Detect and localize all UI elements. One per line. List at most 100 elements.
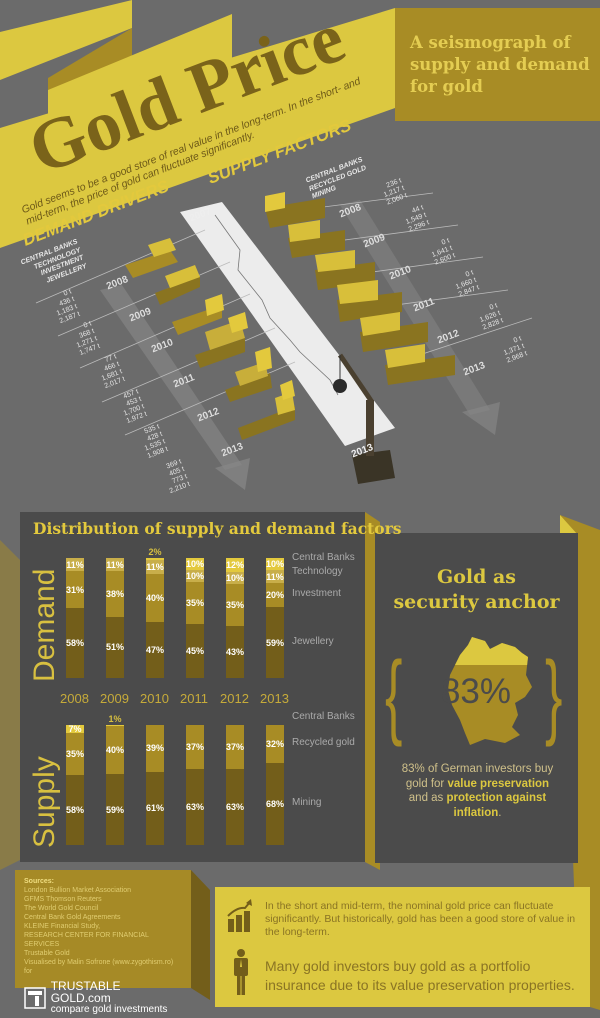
right-brace-icon: }	[545, 642, 563, 748]
anchor-title-line1: Gold as	[436, 566, 517, 588]
data-label: 31%	[66, 584, 85, 595]
demand-bar-2013: 59% 20% 11% 10%	[266, 558, 284, 678]
info-box: In the short and mid-term, the nominal g…	[215, 887, 590, 1007]
year-tick-label: 2011	[180, 691, 208, 706]
bar-segment-mining: 58%	[66, 775, 84, 845]
anchor-title-line2: security anchor	[393, 591, 560, 613]
bar-segment-mining: 68%	[266, 763, 284, 845]
info-text-2: Many gold investors buy gold as a portfo…	[265, 958, 575, 993]
data-label: 37%	[186, 742, 205, 753]
supply-gold-bars	[265, 192, 455, 385]
data-label: 20%	[266, 590, 285, 601]
caption-text: 83% of German investors buy gold for	[401, 763, 554, 790]
bar-segment-investment: 40%	[146, 573, 165, 622]
sources-list: London Bullion Market Association GFMS Th…	[24, 886, 182, 976]
data-label: 10%	[266, 559, 285, 569]
data-label: 11%	[146, 562, 164, 573]
bar-segment-jewellery: 58%	[66, 608, 84, 678]
data-label: 10%	[186, 559, 205, 569]
source-item: The World Gold Council	[24, 905, 99, 912]
data-label: 11%	[66, 559, 84, 570]
data-label: 59%	[106, 804, 125, 815]
data-label: 10%	[186, 571, 205, 581]
data-label: 59%	[266, 637, 285, 648]
year-tick-label: 2008	[60, 691, 89, 706]
sources-heading: Sources:	[24, 878, 54, 885]
data-label: 7%	[68, 724, 82, 735]
data-label: 61%	[146, 803, 165, 814]
bar-segment-technology: 10%	[186, 570, 204, 582]
left-brace-icon: {	[385, 642, 403, 748]
year-tick-label: 2013	[260, 691, 289, 706]
title-banner	[0, 8, 395, 248]
demand-bar-2012: 43% 35% 10% 12%	[226, 558, 244, 678]
data-label: 58%	[66, 805, 85, 816]
bar-segment-investment: 35%	[186, 582, 204, 624]
data-label: 39%	[146, 743, 165, 754]
trustable-gold-logo[interactable]: TRUSTABLE GOLD.com compare gold investme…	[24, 980, 182, 1015]
bar-segment-central-banks: 2%	[146, 547, 164, 561]
year-tick-label: 2010	[140, 691, 169, 706]
bar-segment-mining: 61%	[146, 771, 165, 845]
caption-bold: protection against inflation	[446, 792, 547, 819]
data-label: 43%	[226, 647, 245, 658]
demand-axis-label: Demand	[28, 568, 61, 682]
logo-name: TRUSTABLE GOLD.com	[50, 979, 121, 1005]
supply-bar-2011: 63% 37%	[186, 725, 204, 845]
data-label: 35%	[186, 598, 205, 608]
data-label: 51%	[106, 642, 125, 653]
logo-tagline: compare gold investments	[50, 1004, 168, 1015]
data-label: 11%	[266, 571, 284, 582]
chart-growth-icon	[227, 899, 252, 932]
data-label: 40%	[146, 592, 165, 603]
info-text-1: In the short and mid-term, the nominal g…	[265, 900, 576, 938]
anchor-title: Gold as security anchor	[375, 565, 578, 615]
data-label: 37%	[226, 742, 245, 753]
bar-segment-recycled-gold: 40%	[106, 726, 124, 775]
data-label: 47%	[146, 644, 165, 655]
bar-segment-mining: 59%	[106, 774, 124, 845]
data-label: 2%	[148, 547, 162, 558]
bar-segment-recycled-gold: 32%	[266, 725, 285, 764]
source-item: Trustable Gold	[24, 950, 70, 957]
bar-segment-recycled-gold: 39%	[146, 725, 164, 772]
bar-segment-central-banks: 1%	[106, 714, 124, 727]
trustable-gold-logo-icon	[24, 986, 46, 1009]
bar-segment-jewellery: 59%	[266, 607, 284, 678]
bar-segment-technology: 11%	[106, 558, 124, 572]
caption-text: and as	[408, 792, 444, 804]
source-item: London Bullion Market Association	[24, 887, 132, 894]
bar-segment-central-banks: 10%	[266, 558, 284, 570]
series-label-recycled-gold: Recycled gold	[292, 737, 355, 749]
bar-segment-recycled-gold: 37%	[186, 725, 205, 770]
series-label-mining: Mining	[292, 797, 322, 809]
series-label-investment: Investment	[292, 588, 341, 600]
bar-segment-investment: 35%	[226, 584, 245, 627]
bar-segment-central-banks: 12%	[226, 558, 244, 573]
supply-bar-2008: 58% 35% 7%	[66, 724, 84, 845]
bar-segment-investment: 38%	[106, 571, 124, 617]
bar-segment-technology: 11%	[66, 558, 84, 572]
source-item: GFMS Thomson Reuters	[24, 896, 102, 903]
year-tick-label: 2012	[220, 691, 249, 706]
source-item: Visualised by Malin Sofrone (www.zygothi…	[24, 959, 174, 975]
demand-bar-2008: 58% 31% 11%	[66, 558, 84, 678]
data-label: 63%	[226, 802, 245, 813]
data-label: 58%	[66, 638, 85, 649]
demand-bar-2010: 47% 40% 11% 2%	[146, 547, 165, 678]
data-label: 63%	[186, 802, 205, 813]
bar-segment-mining: 63%	[226, 769, 244, 845]
data-label: 1%	[108, 714, 122, 725]
bar-segment-jewellery: 43%	[226, 626, 244, 678]
data-label: 10%	[226, 573, 245, 584]
demand-bar-2011: 45% 35% 10% 10%	[186, 558, 204, 678]
bar-segment-investment: 31%	[66, 571, 85, 609]
data-label: 11%	[106, 559, 124, 570]
series-label-jewellery: Jewellery	[292, 635, 334, 647]
data-label: 38%	[106, 589, 125, 600]
data-label: 35%	[226, 600, 245, 611]
caption-bold: value preservation	[447, 777, 550, 790]
data-label: 32%	[266, 739, 285, 750]
subtitle-box	[395, 8, 600, 121]
anchor-caption: 83% of German investors buy gold for val…	[400, 762, 555, 820]
